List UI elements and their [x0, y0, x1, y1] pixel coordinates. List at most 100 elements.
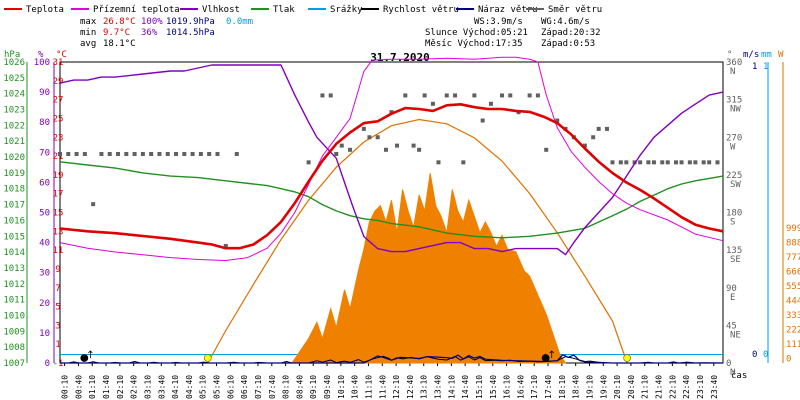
wind-direction-point — [638, 160, 643, 165]
wind-direction-point — [306, 160, 311, 165]
hpa-tick-label: 1024 — [3, 90, 25, 100]
wind-direction-point — [367, 135, 372, 140]
wind-direction-point — [383, 147, 388, 152]
axis-title-ms: m/s — [743, 50, 759, 60]
wind-direction-point — [149, 151, 154, 156]
axis-titles: hPa % °C ° m/s mm W čas — [4, 50, 784, 381]
wind-direction-point — [444, 93, 449, 98]
x-tick-label: 17:10 — [530, 375, 539, 399]
x-tick-label: 10:40 — [351, 375, 360, 399]
x-tick-label: 12:40 — [406, 375, 415, 399]
hpa-tick-label: 1017 — [3, 201, 25, 211]
wind-direction-point — [596, 126, 601, 131]
pct-tick-label: 10 — [39, 329, 50, 339]
hpa-tick-label: 1010 — [3, 311, 25, 321]
x-tick-label: 07:40 — [268, 375, 277, 399]
x-axis-ticks: 00:10 00:40 01:10 01:40 02:10 02:40 03:10 03:40… — [61, 363, 719, 399]
x-tick-label: 08:40 — [295, 375, 304, 399]
dir-compass-label: N — [730, 368, 735, 378]
wind-direction-point — [665, 160, 670, 165]
ms-tick-label: 0 — [752, 350, 757, 360]
dir-compass-label: W — [730, 142, 736, 152]
pct-tick-label: 70 — [39, 148, 50, 158]
wind-direction-point — [215, 151, 220, 156]
wind-direction-point — [591, 135, 596, 140]
x-tick-label: 13:10 — [420, 375, 429, 399]
wind-direction-point — [674, 160, 679, 165]
wind-direction-point — [472, 93, 477, 98]
wind-speed-line — [60, 355, 724, 364]
moonset-arrow — [88, 350, 93, 358]
x-tick-label: 16:10 — [503, 375, 512, 399]
pct-tick-label: 90 — [39, 88, 50, 98]
w-tick-label: 666 — [786, 268, 800, 278]
temperature-line — [59, 103, 724, 250]
dir-compass-label: NW — [730, 105, 741, 115]
wind-direction-point — [527, 93, 532, 98]
hpa-tick-label: 1022 — [3, 121, 25, 131]
x-tick-label: 19:40 — [599, 375, 608, 399]
x-tick-label: 23:10 — [696, 375, 705, 399]
wind-direction-point — [604, 126, 609, 131]
degc-tick-label: 23 — [53, 133, 64, 143]
wind-direction-point — [461, 160, 466, 165]
legend-label: Rychlost větru — [383, 5, 459, 15]
wind-direction-point — [488, 101, 493, 106]
dir-tick-label: 360 — [726, 58, 742, 68]
hpa-tick-label: 1015 — [3, 232, 25, 242]
moonrise-arrow — [549, 350, 555, 358]
sunrise-marker — [203, 354, 212, 362]
degc-tick-label: 15 — [53, 209, 64, 219]
legend-label: Vlhkost — [202, 5, 240, 15]
sun-curve — [207, 118, 628, 364]
legend-label: Tlak — [273, 5, 295, 15]
pct-tick-label: 80 — [39, 118, 50, 128]
stats-wg: WG:4.6m/s — [541, 17, 590, 27]
wind-direction-point — [58, 151, 62, 156]
x-tick-label: 10:10 — [337, 375, 346, 399]
x-tick-label: 11:40 — [378, 375, 387, 399]
x-tick-label: 14:10 — [447, 375, 456, 399]
dir-compass-label: S — [730, 218, 735, 228]
axis-title-hpa: hPa — [4, 50, 20, 60]
wind-direction-point — [223, 243, 228, 248]
wind-direction-point — [500, 93, 504, 98]
wind-direction-point — [508, 93, 513, 98]
stats-min-press: 1014.5hPa — [166, 28, 215, 38]
stats-max-rain: 0.0mm — [226, 17, 253, 27]
x-tick-label: 12:10 — [392, 375, 401, 399]
x-tick-label: 14:40 — [461, 375, 470, 399]
hpa-tick-label: 1013 — [3, 264, 25, 274]
legend-label: Náraz větru — [478, 5, 538, 15]
x-tick-label: 05:10 — [199, 375, 208, 399]
x-tick-label: 09:40 — [323, 375, 332, 399]
solar-radiation-area — [291, 173, 567, 364]
wind-direction-point — [693, 160, 698, 165]
wind-direction-point — [632, 160, 637, 165]
x-tick-label: 00:40 — [74, 375, 83, 399]
legend-label: Srážky — [330, 5, 363, 15]
legend-label: Přízemní teplota — [93, 5, 180, 15]
x-tick-label: 21:10 — [641, 375, 650, 399]
x-tick-label: 02:10 — [116, 375, 125, 399]
wind-direction-point — [660, 160, 665, 165]
wind-direction-point — [116, 151, 121, 156]
x-tick-label: 05:40 — [213, 375, 222, 399]
degc-tick-label: 3 — [55, 321, 60, 331]
wind-direction-point — [422, 93, 427, 98]
stats-ws: WS:3.9m/s — [474, 17, 523, 27]
moonrise-marker — [541, 354, 550, 362]
dir-tick-label: 0 — [726, 359, 731, 369]
chart-title: 31.7.2020 — [370, 51, 430, 64]
wind-direction-point — [320, 93, 325, 98]
wind-direction-point — [182, 151, 187, 156]
hpa-tick-label: 1016 — [3, 216, 25, 226]
w-tick-label: 777 — [786, 253, 800, 263]
dir-tick-label: 315 — [726, 96, 742, 106]
degc-tick-label: 29 — [53, 77, 64, 87]
moonset-marker — [80, 354, 89, 362]
degc-tick-label: 17 — [53, 190, 64, 200]
wind-direction-point — [348, 147, 353, 152]
x-tick-label: 11:10 — [364, 375, 373, 399]
pressure-line — [59, 161, 724, 239]
